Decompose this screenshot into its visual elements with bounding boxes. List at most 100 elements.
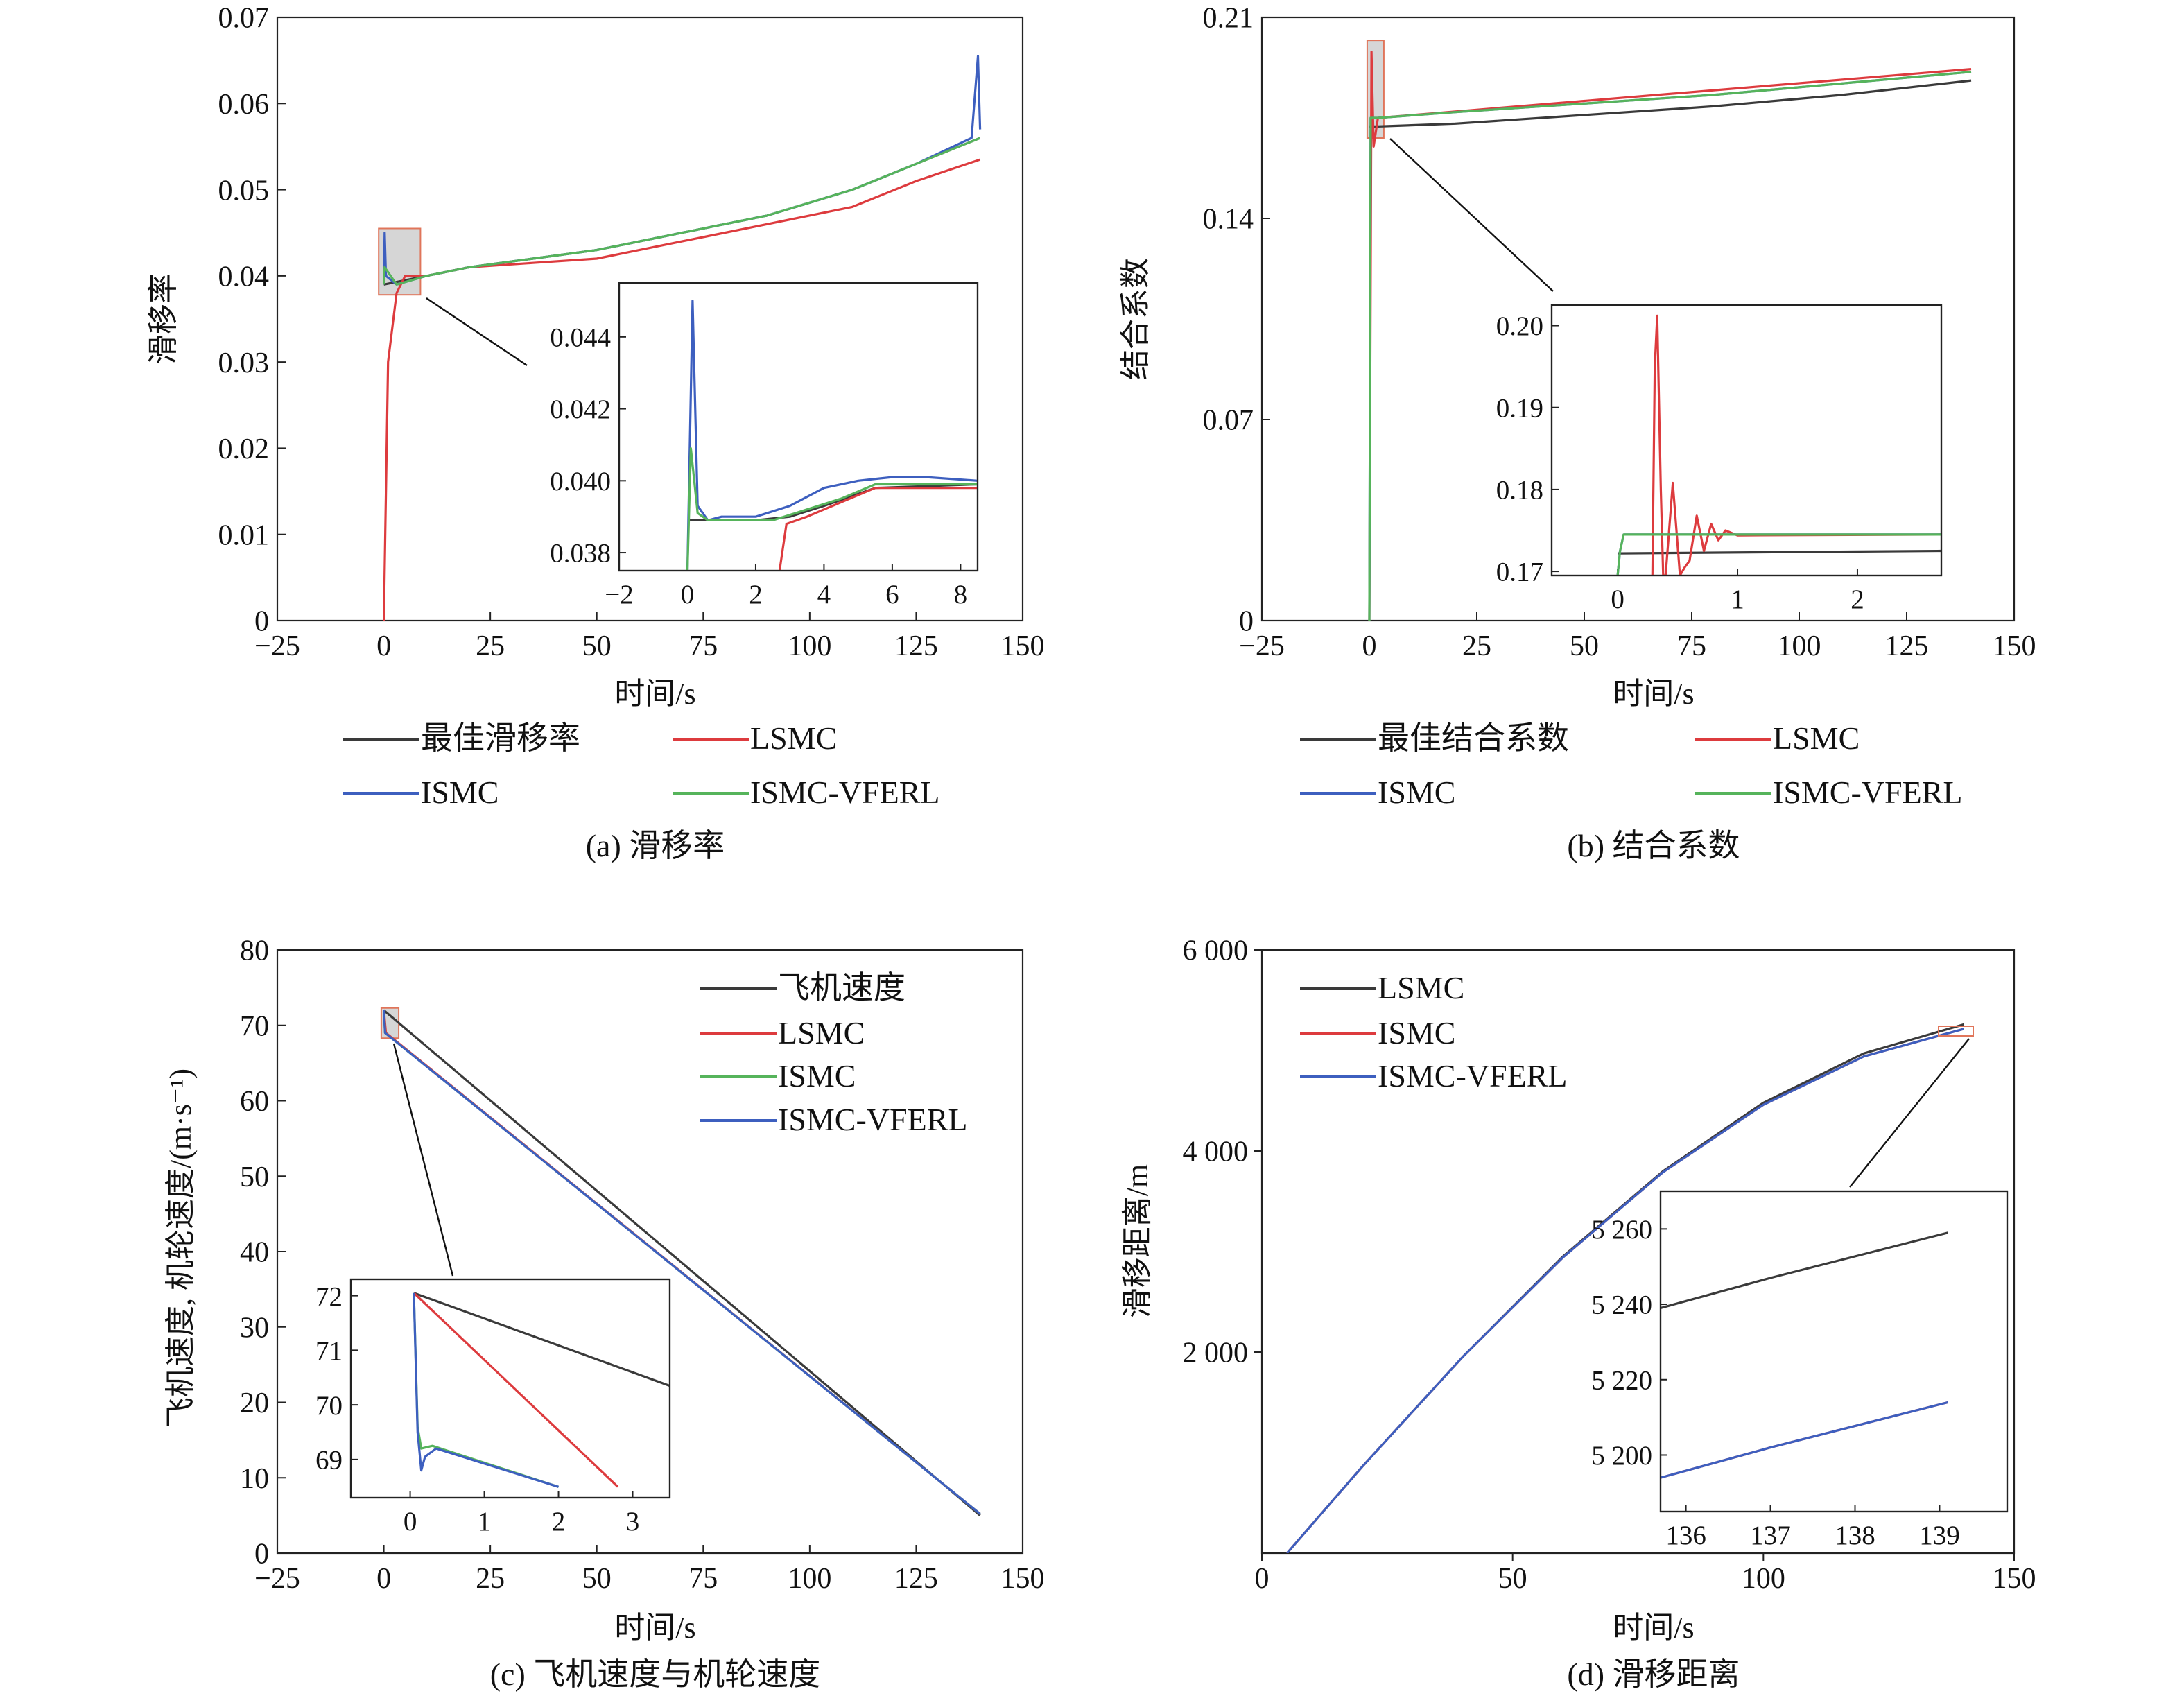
inset-a-ytick-label: 0.044 bbox=[550, 322, 611, 352]
inset-d-series-line bbox=[1661, 1401, 1948, 1479]
main-c-ytick-label: 40 bbox=[240, 1237, 269, 1269]
main-d-series-line bbox=[1285, 1028, 1965, 1553]
legend-d: LSMC ISMC ISMC-VFERL bbox=[1300, 970, 1567, 1093]
main-a-xtick-label: 25 bbox=[476, 630, 505, 662]
inset-b-ytick-label: 0.17 bbox=[1496, 557, 1543, 587]
inset-b-xtick-label: 1 bbox=[1731, 585, 1744, 614]
main-c-xtick-label: 150 bbox=[1001, 1563, 1045, 1595]
main-a-ytick-label: 0.07 bbox=[218, 3, 270, 35]
main-a-xtick-label: 50 bbox=[582, 630, 612, 662]
main-c-ytick-label: 0 bbox=[254, 1539, 269, 1570]
inset-b-ytick-label: 0.18 bbox=[1496, 476, 1543, 505]
legend-label: 最佳结合系数 bbox=[1378, 720, 1569, 756]
legend-label: ISMC bbox=[1378, 775, 1455, 810]
main-a-ytick-label: 0.06 bbox=[218, 89, 270, 121]
main-a-ytick-label: 0.03 bbox=[218, 347, 270, 379]
main-b-xtick-label: 100 bbox=[1778, 630, 1821, 662]
main-c-series-line bbox=[383, 1010, 981, 1515]
main-c-ytick-label: 30 bbox=[240, 1312, 269, 1344]
main-b-xtick-label: 25 bbox=[1462, 630, 1491, 662]
zoom-connector-c bbox=[392, 1043, 454, 1277]
panel-slip-ratio: (a) 滑移率 时间/s 滑移率 −25 0 25 50 75 100 125 15000.0… bbox=[146, 3, 1045, 863]
inset-d-series-line bbox=[1661, 1231, 1948, 1310]
inset-d-ytick-label: 5 220 bbox=[1591, 1365, 1652, 1395]
inset-c-ytick-label: 72 bbox=[315, 1281, 343, 1311]
main-c-ytick-label: 60 bbox=[240, 1086, 269, 1118]
main-c-xtick-label: −25 bbox=[254, 1563, 300, 1595]
inset-c-xtick-label: 2 bbox=[552, 1507, 566, 1537]
main-c-xtick-label: 75 bbox=[688, 1563, 718, 1595]
inset-d-xtick-label: 138 bbox=[1835, 1521, 1875, 1550]
inset-a-xtick-label: −2 bbox=[605, 580, 634, 609]
main-a-ytick-label: 0.01 bbox=[218, 519, 270, 551]
main-d-ytick-label: 2 000 bbox=[1183, 1338, 1249, 1369]
main-a-ytick-label: 0.02 bbox=[218, 433, 270, 465]
inset-a-xtick-label: 6 bbox=[885, 580, 899, 609]
inset-c-xtick-label: 3 bbox=[626, 1507, 640, 1537]
main-a-xtick-label: 125 bbox=[894, 630, 938, 662]
main-c-series-group bbox=[383, 1009, 981, 1516]
inset-a-xtick-label: 2 bbox=[749, 580, 763, 609]
inset-b-xtick-label: 2 bbox=[1851, 585, 1864, 614]
zoom-region-d bbox=[1938, 1026, 1974, 1037]
main-a-xtick-label: −25 bbox=[254, 630, 300, 662]
inset-a-series-line bbox=[778, 487, 978, 571]
inset-d: 136 137 138 139 5 200 5 220 5 240 5 260 bbox=[1591, 1190, 2009, 1550]
inset-a: −2 0 2 4 6 8 0.038 0.040 0.042 0.044 bbox=[550, 282, 979, 609]
main-d-frame bbox=[1260, 949, 2016, 1555]
zoom-connector-d bbox=[1849, 1038, 1970, 1188]
main-c-ytick-label: 70 bbox=[240, 1010, 269, 1042]
main-b-xtick-label: 50 bbox=[1570, 630, 1599, 662]
inset-b: 0 1 2 0.17 0.18 0.19 0.20 bbox=[1496, 304, 1943, 614]
xlabel-d: 时间/s bbox=[1613, 1611, 1694, 1645]
legend-label: 飞机速度 bbox=[778, 970, 905, 1005]
inset-a-ytick-label: 0.042 bbox=[550, 395, 611, 424]
legend-label: ISMC bbox=[421, 775, 499, 810]
zoom-connector-b bbox=[1389, 138, 1554, 292]
caption-c: (c) 飞机速度与机轮速度 bbox=[490, 1656, 821, 1692]
main-c-xtick-label: 0 bbox=[376, 1563, 391, 1595]
legend-label: 最佳滑移率 bbox=[421, 720, 580, 756]
inset-c: 0 1 2 3 69 70 71 72 bbox=[315, 1278, 671, 1537]
inset-c-series-line bbox=[413, 1292, 619, 1488]
inset-b-ytick-label: 0.20 bbox=[1496, 311, 1543, 341]
main-a-xtick-label: 100 bbox=[788, 630, 831, 662]
legend-label: LSMC bbox=[750, 720, 837, 756]
main-b-ytick-label: 0.07 bbox=[1203, 405, 1254, 437]
main-b-xtick-label: −25 bbox=[1239, 630, 1285, 662]
inset-c-ytick-label: 69 bbox=[315, 1446, 343, 1476]
ylabel-b: 结合系数 bbox=[1118, 258, 1152, 380]
inset-b-series-line bbox=[1616, 533, 1941, 576]
legend-label: ISMC-VFERL bbox=[1378, 1058, 1567, 1093]
main-a-series-line bbox=[383, 137, 981, 286]
inset-c-xtick-label: 0 bbox=[404, 1507, 417, 1537]
inset-d-ytick-label: 5 260 bbox=[1591, 1215, 1652, 1245]
main-a-series-line bbox=[383, 137, 981, 286]
main-b-ytick-label: 0.14 bbox=[1203, 204, 1254, 236]
ylabel-a: 滑移率 bbox=[146, 273, 180, 365]
xlabel-c: 时间/s bbox=[614, 1611, 695, 1645]
main-c-ytick-label: 80 bbox=[240, 935, 269, 967]
legend-label: ISMC bbox=[778, 1058, 856, 1093]
main-a-ytick-label: 0.05 bbox=[218, 175, 270, 207]
inset-b-series-group bbox=[1616, 314, 1941, 576]
main-b-xtick-label: 75 bbox=[1677, 630, 1706, 662]
inset-d-ytick-label: 5 200 bbox=[1591, 1441, 1652, 1471]
legend-label: ISMC-VFERL bbox=[1773, 775, 1962, 810]
main-b-ytick-label: 0.21 bbox=[1203, 3, 1254, 35]
inset-c-ytick-label: 71 bbox=[315, 1336, 343, 1366]
caption-a: (a) 滑移率 bbox=[586, 828, 725, 863]
main-c-xtick-label: 100 bbox=[788, 1563, 831, 1595]
inset-a-series-line bbox=[686, 447, 978, 571]
legend-label: LSMC bbox=[1378, 970, 1464, 1005]
inset-b-series-line bbox=[1618, 549, 1941, 555]
inset-d-series-group bbox=[1661, 1231, 1948, 1479]
legend-label: ISMC bbox=[1378, 1015, 1455, 1050]
legend-label: LSMC bbox=[1773, 720, 1860, 756]
inset-a-xtick-label: 0 bbox=[681, 580, 695, 609]
main-a-xtick-label: 75 bbox=[688, 630, 718, 662]
main-c-series-line bbox=[383, 1009, 981, 1516]
main-d-xtick-label: 50 bbox=[1498, 1563, 1527, 1595]
inset-a-ytick-label: 0.038 bbox=[550, 539, 611, 569]
zoom-connector-a bbox=[426, 297, 528, 366]
